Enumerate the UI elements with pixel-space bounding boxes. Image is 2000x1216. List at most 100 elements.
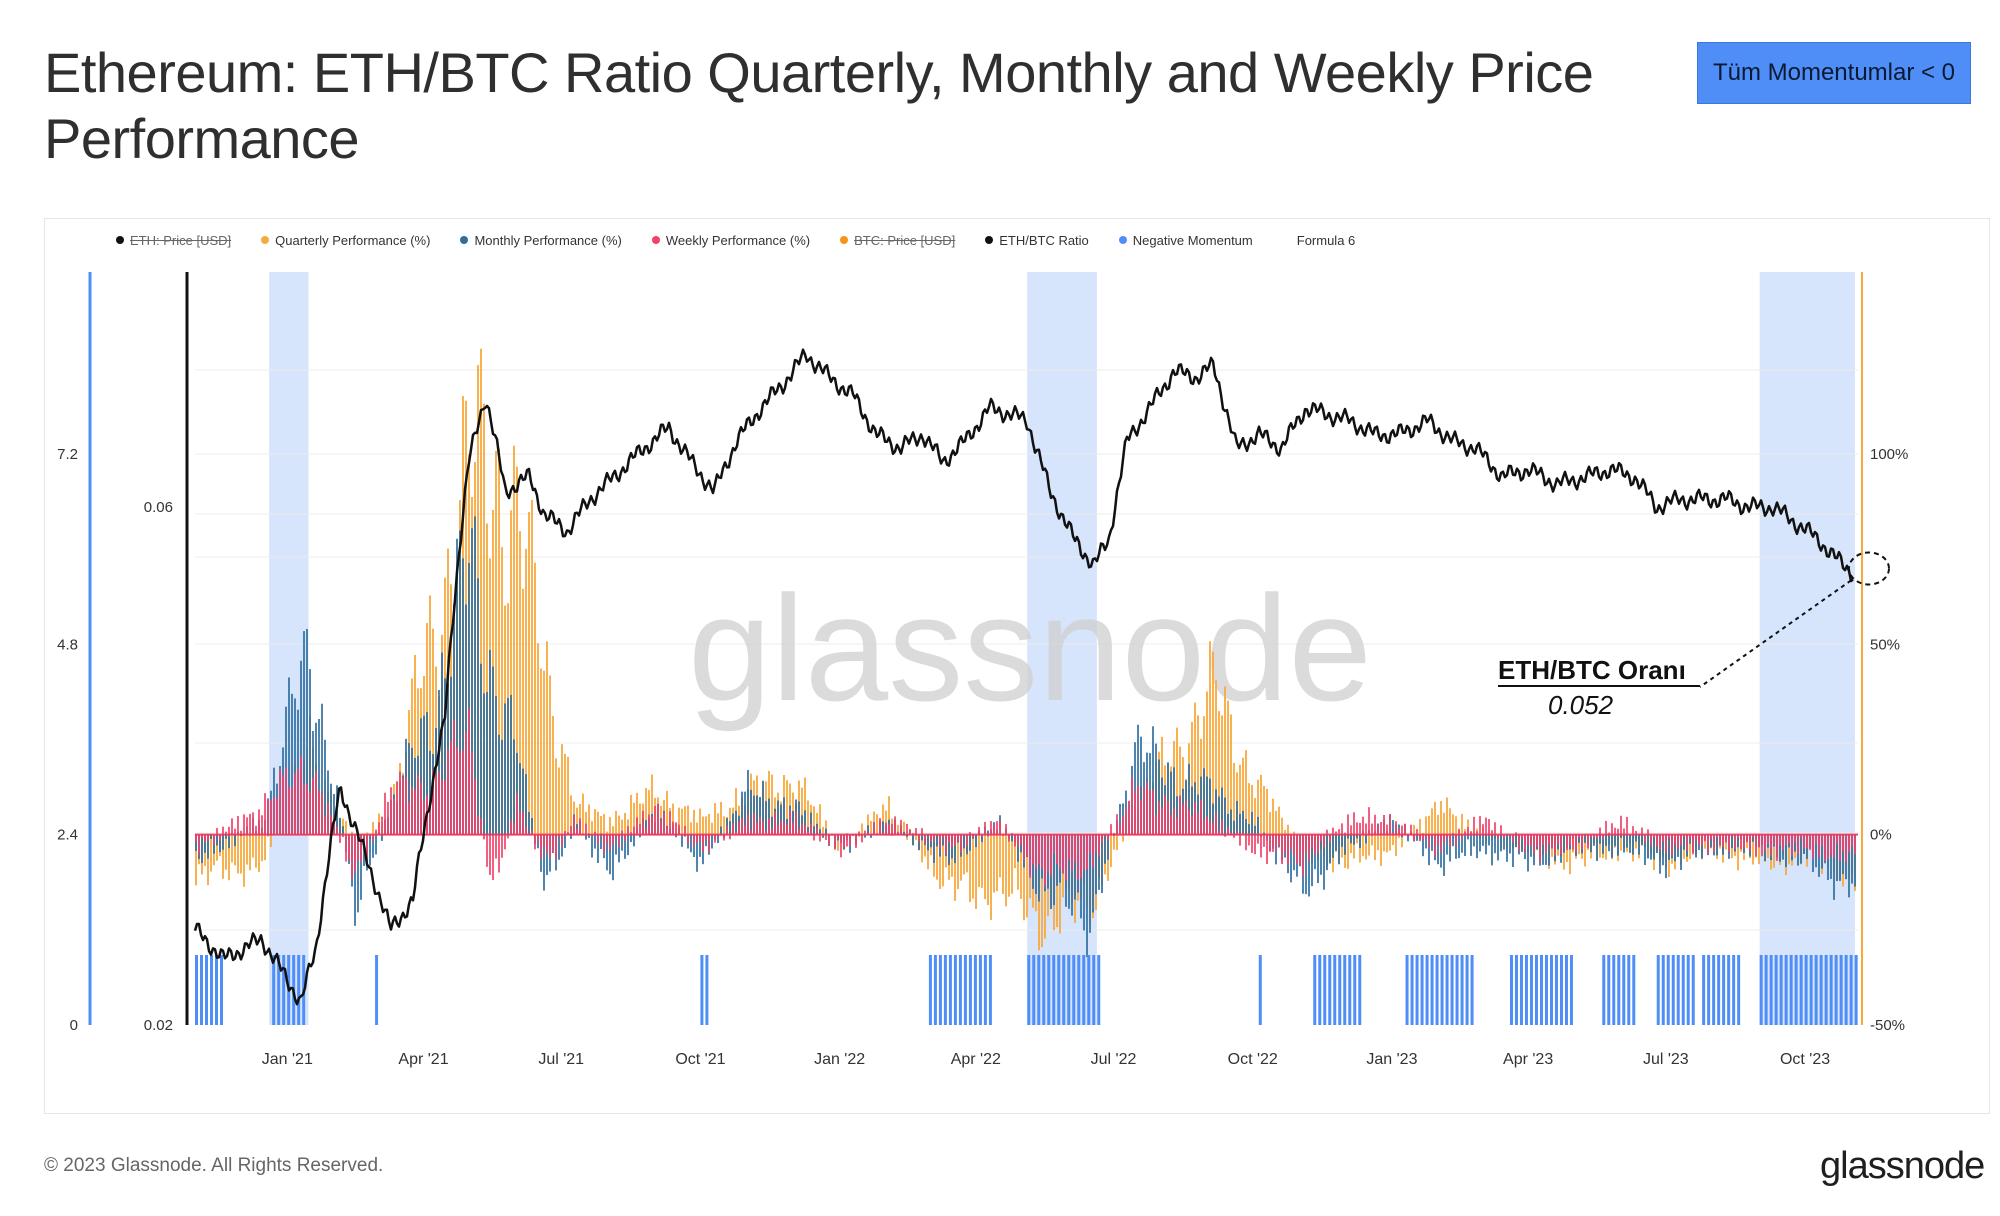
performance-bar	[1071, 834, 1073, 871]
performance-bar	[1005, 834, 1007, 907]
performance-bar	[1470, 834, 1472, 856]
legend-label: ETH: Price [USD]	[130, 232, 232, 248]
performance-bar	[468, 708, 470, 835]
legend-item-5[interactable]: ETH/BTC Ratio	[985, 233, 1089, 248]
performance-bar	[1110, 824, 1112, 835]
performance-bar	[309, 792, 311, 835]
performance-bar	[1221, 820, 1223, 835]
performance-bar	[1392, 834, 1394, 846]
performance-bar	[1584, 834, 1586, 843]
performance-bar	[570, 834, 572, 839]
performance-bar	[366, 832, 368, 835]
negative-momentum-bar	[1722, 955, 1726, 1025]
performance-bar	[555, 758, 557, 835]
negative-momentum-bar	[1686, 955, 1690, 1025]
performance-bar	[483, 403, 485, 835]
performance-bar	[291, 693, 293, 835]
negative-momentum-bar	[1445, 955, 1449, 1025]
performance-bar	[1668, 834, 1670, 839]
legend-dot	[840, 236, 849, 244]
performance-bar	[1515, 832, 1517, 835]
performance-bar	[987, 834, 989, 906]
performance-bar	[384, 792, 386, 835]
negative-momentum-bar	[1358, 955, 1362, 1025]
performance-bar	[615, 834, 617, 855]
performance-bar	[504, 834, 506, 850]
performance-bar	[1386, 824, 1388, 835]
x-tick-label: Apr '22	[951, 1051, 1001, 1068]
performance-bar	[708, 834, 710, 853]
performance-bar	[372, 834, 374, 841]
performance-bar	[294, 772, 296, 835]
performance-bar	[639, 823, 641, 835]
performance-bar	[567, 832, 569, 835]
performance-bar	[348, 834, 350, 861]
performance-bar	[675, 822, 677, 835]
performance-bar	[225, 831, 227, 835]
performance-bar	[414, 655, 416, 835]
performance-bar	[219, 834, 221, 853]
annotation-value: 0.052	[1548, 690, 1614, 720]
performance-bar	[486, 834, 488, 867]
performance-bar	[1356, 834, 1358, 844]
performance-bar	[456, 538, 458, 835]
performance-bar	[1248, 824, 1250, 835]
performance-bar	[1464, 831, 1466, 835]
performance-bar	[1554, 834, 1556, 856]
performance-bar	[204, 834, 206, 843]
performance-bar	[1155, 814, 1157, 835]
performance-bar	[639, 834, 641, 838]
performance-bar	[1176, 818, 1178, 835]
performance-bar	[567, 756, 569, 835]
performance-bar	[1107, 834, 1109, 860]
legend-item-6[interactable]: Negative Momentum	[1118, 232, 1253, 248]
performance-bar	[888, 796, 890, 835]
x-tick-label: Jul '22	[1091, 1051, 1137, 1068]
performance-bar	[1686, 834, 1688, 851]
legend-item-4[interactable]: BTC: Price [USD]	[840, 233, 955, 248]
legend-item-1[interactable]: Quarterly Performance (%)	[261, 233, 430, 248]
performance-bar	[1716, 834, 1718, 838]
performance-bar	[1233, 820, 1235, 835]
performance-bar	[978, 834, 980, 888]
performance-bar	[1638, 834, 1640, 855]
performance-bar	[1425, 834, 1427, 838]
performance-bar	[1158, 759, 1160, 835]
legend-label: Negative Momentum	[1132, 232, 1253, 248]
performance-bar	[825, 834, 827, 840]
performance-bar	[1347, 834, 1349, 839]
legend-item-7[interactable]: Formula 6	[1283, 233, 1356, 248]
performance-bar	[1275, 834, 1277, 851]
performance-bar	[390, 787, 392, 835]
performance-bar	[1659, 834, 1661, 874]
momentum-badge[interactable]: Tüm Momentumlar < 0	[1697, 42, 1971, 104]
performance-bar	[927, 834, 929, 870]
performance-bar	[1317, 834, 1319, 853]
performance-bar	[1653, 834, 1655, 860]
performance-bar	[807, 827, 809, 835]
negative-momentum-bar	[1465, 955, 1469, 1025]
performance-bar	[795, 812, 797, 835]
performance-bar	[1764, 834, 1766, 851]
performance-bar	[1203, 819, 1205, 835]
performance-bar	[1806, 834, 1808, 849]
x-tick-label: Jan '23	[1366, 1051, 1417, 1068]
performance-bar	[450, 740, 452, 835]
performance-bar	[993, 834, 995, 893]
performance-bar	[840, 834, 842, 858]
legend-item-2[interactable]: Monthly Performance (%)	[460, 233, 622, 248]
performance-bar	[660, 820, 662, 835]
performance-bar	[1347, 834, 1349, 869]
performance-bar	[1608, 834, 1610, 852]
negative-momentum-bar	[1549, 955, 1553, 1025]
performance-bar	[1476, 834, 1478, 859]
negative-momentum-bar	[1707, 955, 1711, 1025]
legend-item-0[interactable]: ETH: Price [USD]	[116, 233, 231, 248]
performance-bar	[372, 821, 374, 835]
performance-bar	[360, 834, 362, 863]
performance-bar	[1326, 829, 1328, 835]
legend-item-3[interactable]: Weekly Performance (%)	[651, 233, 810, 248]
performance-bar	[1830, 834, 1832, 855]
performance-bar	[732, 823, 734, 835]
performance-bar	[1398, 834, 1400, 838]
